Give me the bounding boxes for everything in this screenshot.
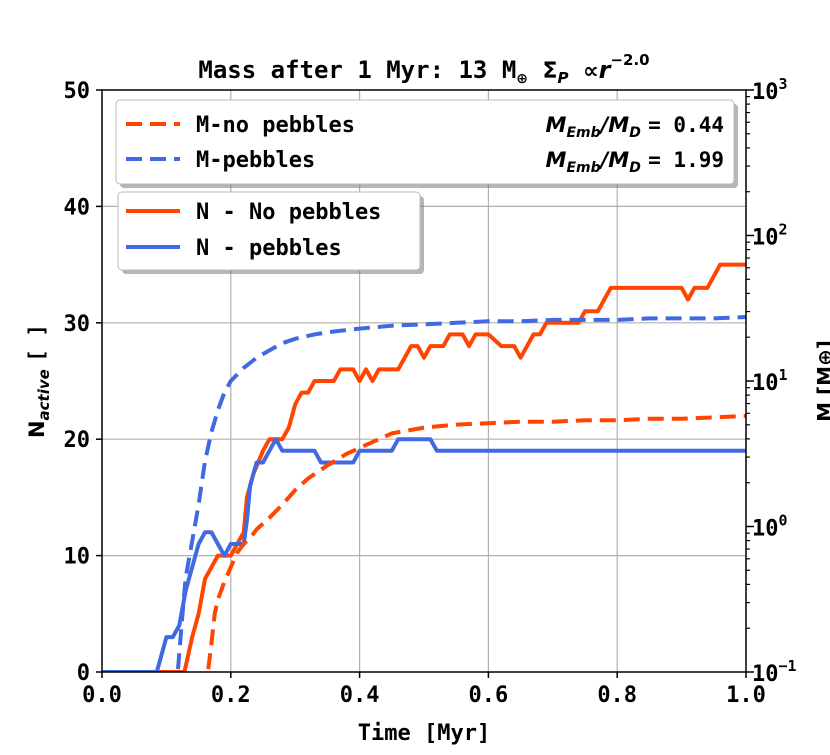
legend-count: N - No pebbles N - pebbles (117, 191, 424, 274)
y2-tick-label: 100 (752, 512, 788, 542)
y-axis-label: Nactive [ ] (25, 324, 53, 438)
legend-label: N - No pebbles (196, 200, 381, 225)
series-layer (102, 262, 746, 672)
y2-tick-label: 10−1 (752, 657, 797, 687)
legend-label: M-pebbles (196, 148, 315, 173)
title-prop: ∝ (583, 59, 599, 84)
y2-axis-label: M [M⊕] (813, 340, 830, 422)
chart-title: Mass after 1 Myr: 13 M⊕ ΣP ∝r−2.0 (198, 51, 649, 87)
legend-entry-m-pebbles: M-pebbles MEmb/MD = 1.99 (126, 148, 724, 176)
y-tick-label: 50 (64, 79, 91, 104)
title-main: Mass after 1 Myr: 13 M (198, 56, 516, 84)
x-tick-label: 0.8 (597, 683, 637, 708)
x-tick-label: 1.0 (726, 683, 766, 708)
legend-entry-m-no-pebbles: M-no pebbles MEmb/MD = 0.44 (126, 113, 724, 141)
x-tick-label: 0.2 (211, 683, 251, 708)
series-line-n-pebbles (102, 437, 746, 672)
legend-entry-n-pebbles: N - pebbles (126, 236, 342, 261)
x-tick-label: 0.0 (82, 683, 122, 708)
legend-mass: M-no pebbles MEmb/MD = 0.44 M-pebbles ME… (115, 99, 738, 188)
legend-ratio: MEmb/MD = 0.44 (546, 113, 724, 141)
title-r: r (599, 56, 613, 84)
y2-tick-label: 102 (752, 221, 788, 251)
x-tick-label: 0.4 (340, 683, 380, 708)
y-tick-label: 40 (64, 195, 91, 220)
title-sigma: Σ (542, 59, 557, 84)
title-exponent: −2.0 (610, 51, 649, 69)
title-sigma-sub: P (558, 69, 569, 87)
series-line-n-no-pebbles (102, 262, 746, 672)
y-tick-label: 30 (64, 312, 91, 337)
title-earth-symbol: ⊕ (516, 71, 528, 87)
x-tick-label: 0.6 (469, 683, 509, 708)
y-axis-label-main: N (25, 420, 49, 438)
y2-tick-label: 101 (752, 366, 788, 396)
y-axis-label-unit: [ ] (25, 324, 49, 362)
y2-tick-label: 103 (752, 75, 788, 105)
series-line-m-no-pebbles (206, 413, 746, 670)
ticks: 0.0 0.2 0.4 0.6 0.8 1.0 0 10 20 30 40 50 10−1 100 101 1… (64, 75, 797, 708)
legend-ratio: MEmb/MD = 1.99 (546, 148, 724, 176)
legend-label: M-no pebbles (196, 113, 355, 138)
y-tick-label: 10 (64, 545, 91, 570)
series-line-m-pebbles (176, 315, 746, 670)
legend-label: N - pebbles (196, 236, 342, 261)
y-tick-label: 20 (64, 428, 91, 453)
y-tick-label: 0 (77, 661, 90, 686)
legend-entry-n-no-pebbles: N - No pebbles (126, 200, 381, 225)
x-axis-label: Time [Myr] (358, 721, 490, 746)
y-axis-label-sub: active (35, 369, 53, 420)
